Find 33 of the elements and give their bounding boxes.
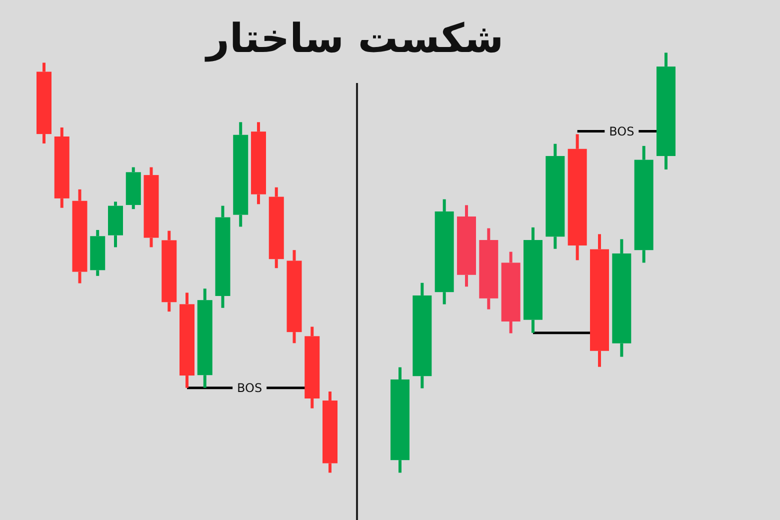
candlestick [304,326,320,408]
candlestick [412,282,432,388]
candlestick [546,144,565,249]
candlestick [524,227,542,333]
candlestick [268,187,284,268]
candlestick [180,292,194,388]
candlestick [434,199,454,304]
candlestick [108,202,123,248]
candlestick [72,189,88,284]
ref-line-label: BOS [237,381,262,396]
candlestick [197,288,212,388]
candlestick [233,122,248,227]
ref-line-label: BOS [609,124,634,138]
candlestick [251,122,266,204]
chart-title: شکست ساختار [204,16,504,62]
candlestick [90,230,106,276]
candlestick [568,134,587,260]
candlestick [286,250,302,344]
candlestick [215,206,230,308]
candlestick [390,367,410,473]
candlestick [126,167,141,210]
candlestick [322,392,338,473]
candlestick [36,62,52,144]
candlestick [144,167,159,248]
candlestick [612,239,632,357]
candlestick [656,52,676,170]
candlestick [457,205,476,287]
candlestick [479,228,498,310]
candlestick [501,252,520,334]
candlestick [590,234,609,367]
candlestick [634,146,654,263]
candlestick [162,230,177,312]
candlestick [54,127,70,208]
